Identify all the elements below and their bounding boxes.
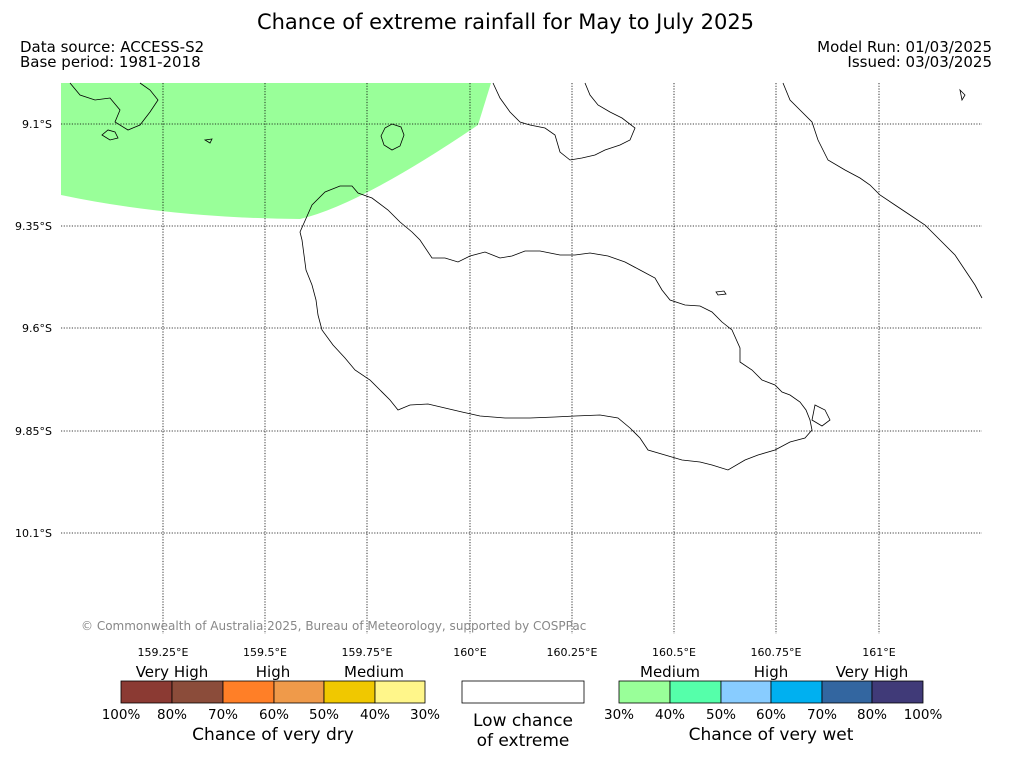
legend-wet-swatch <box>618 680 671 704</box>
legend-wet-pct: 100% <box>904 707 943 723</box>
legend-wet-pct: 50% <box>706 707 736 723</box>
legend-wet-pct: 80% <box>857 707 887 723</box>
legend-low-caption-2: of extreme <box>477 731 570 751</box>
legend-dry-swatch <box>222 680 275 704</box>
legend-dry-pct: 60% <box>259 707 289 723</box>
data-source: Data source: ACCESS-S2 <box>20 38 205 56</box>
lat-labels: 9.1°S 9.35°S 9.6°S 9.85°S 10.1°S <box>15 118 52 540</box>
copyright-notice: © Commonwealth of Australia 2025, Bureau… <box>81 619 587 633</box>
legend-dry-swatch <box>374 680 426 704</box>
legend-wet-swatch <box>821 680 873 704</box>
legend-wet-pct: 60% <box>756 707 786 723</box>
base-period: Base period: 1981-2018 <box>20 53 201 71</box>
lon-label: 160.5°E <box>652 646 696 659</box>
legend-wet-swatch <box>770 680 823 704</box>
legend-dry-category: Medium <box>344 663 404 681</box>
malaita-coastline <box>782 82 983 299</box>
islet <box>811 404 831 427</box>
islet <box>203 138 213 144</box>
islet <box>380 123 405 151</box>
legend-dry-swatch <box>323 680 376 704</box>
islet <box>959 88 966 102</box>
legend-wet-category: Medium <box>640 663 700 681</box>
legend-low: Low chance of extreme <box>461 680 585 751</box>
lat-label: 9.1°S <box>22 118 52 131</box>
legend-wet-category: Very High <box>836 663 909 681</box>
legend-dry-caption: Chance of very dry <box>192 725 354 745</box>
legend-dry: Very High High Medium 100% 80% 70% 60% 5… <box>102 663 440 745</box>
islet <box>101 129 119 141</box>
lon-labels: 159.25°E 159.5°E 159.75°E 160°E 160.25°E… <box>138 646 896 659</box>
lat-label: 9.6°S <box>22 322 52 335</box>
lon-label: 161°E <box>862 646 895 659</box>
lat-label: 9.85°S <box>15 425 52 438</box>
legend-dry-swatch <box>273 680 325 704</box>
legend-wet-pct: 40% <box>655 707 685 723</box>
florida-islands-coastline <box>492 82 636 161</box>
lon-label: 159.75°E <box>342 646 393 659</box>
legend-dry-pct: 80% <box>157 707 187 723</box>
islet <box>715 290 727 296</box>
lat-label: 10.1°S <box>15 527 52 540</box>
legend-dry-swatch <box>120 680 173 704</box>
legend-low-swatch <box>461 680 585 704</box>
legend-dry-pct: 40% <box>360 707 390 723</box>
coastlines <box>69 82 983 471</box>
legend-wet-swatch <box>669 680 722 704</box>
lon-label: 160°E <box>453 646 486 659</box>
guadalcanal-coastline <box>299 185 813 471</box>
legend-dry-pct: 100% <box>102 707 141 723</box>
issued-date: Issued: 03/03/2025 <box>847 53 992 71</box>
legend-dry-category: Very High <box>136 663 209 681</box>
model-run: Model Run: 01/03/2025 <box>817 38 992 56</box>
legend-wet-pct: 30% <box>604 707 634 723</box>
map-title: Chance of extreme rainfall for May to Ju… <box>256 10 755 34</box>
lat-label: 9.35°S <box>15 220 52 233</box>
legend-wet-category: High <box>754 663 788 681</box>
graticule <box>61 83 982 634</box>
lon-label: 159.25°E <box>138 646 189 659</box>
shaded-region-medium-wet <box>61 83 491 219</box>
legend-wet-caption: Chance of very wet <box>689 725 854 745</box>
legend-wet-pct: 70% <box>807 707 837 723</box>
legend-dry-pct: 50% <box>309 707 339 723</box>
legend-dry-pct: 70% <box>208 707 238 723</box>
legend-dry-category: High <box>256 663 290 681</box>
legend-wet: Medium High Very High 30% 40% 50% 60% 70… <box>604 663 942 745</box>
legend-dry-pct: 30% <box>410 707 440 723</box>
lon-label: 160.25°E <box>547 646 598 659</box>
islet <box>69 82 159 131</box>
legend-wet-swatch <box>720 680 772 704</box>
legend-wet-swatch <box>871 680 924 704</box>
lon-label: 160.75°E <box>751 646 802 659</box>
legend-dry-swatch <box>171 680 224 704</box>
legend-low-caption-1: Low chance <box>473 711 573 731</box>
lon-label: 159.5°E <box>243 646 287 659</box>
